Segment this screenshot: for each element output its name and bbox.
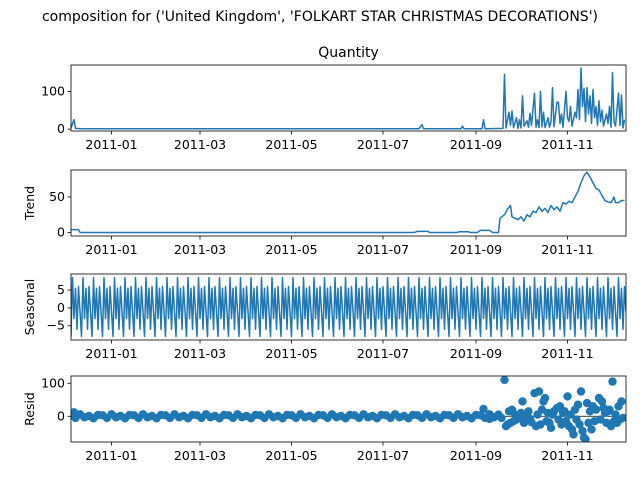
axes-frame-trend: [70, 169, 627, 237]
x-tick-label: 2011-03: [174, 346, 226, 361]
resid-point: [540, 393, 550, 403]
resid-point: [485, 414, 494, 424]
resid-point: [479, 404, 488, 414]
resid-point: [497, 413, 506, 423]
x-tick-label: 2011-07: [357, 242, 409, 257]
x-tick-label: 2011-11: [541, 448, 593, 463]
resid-point: [500, 376, 509, 385]
resid-point: [576, 387, 586, 396]
x-tick-label: 2011-05: [265, 346, 317, 361]
resid-point: [578, 426, 587, 436]
y-tick-label: 100: [41, 83, 65, 98]
x-tick-label: 2011-05: [265, 242, 317, 257]
x-tick-label: 2011-09: [450, 242, 502, 257]
y-axis-label-seasonal: Seasonal: [22, 279, 37, 336]
x-tick-label: 2011-05: [265, 137, 317, 152]
resid-point: [581, 435, 590, 442]
resid-point: [534, 387, 544, 396]
plot-area-seasonal: [71, 276, 626, 338]
x-tick-label: 2011-01: [85, 448, 137, 463]
axes-frame-observed: [70, 64, 627, 132]
x-tick-label: 2011-07: [357, 448, 409, 463]
series-line-observed: [71, 67, 626, 130]
resid-point: [71, 408, 79, 417]
axes-frame-seasonal: [70, 273, 627, 341]
y-axis-label-trend: Trend: [22, 186, 37, 221]
resid-point: [608, 377, 617, 386]
x-tick-label: 2011-01: [85, 137, 137, 152]
resid-point: [597, 397, 607, 406]
panel-observed: 0 100 2011-01 2011-03 2011-05 2011-07 2011-09 2…: [41, 45, 627, 152]
panel-title-observed: Quantity: [318, 45, 379, 61]
x-tick-label: 2011-03: [174, 137, 226, 152]
chart-suptitle: composition for ('United Kingdom', 'FOLK…: [42, 9, 598, 25]
resid-point: [591, 405, 601, 414]
x-tick-label: 2011-01: [85, 242, 137, 257]
x-tick-label: 2011-03: [174, 242, 226, 257]
x-tick-label: 2011-11: [541, 242, 593, 257]
y-tick-label: −5: [47, 318, 65, 333]
x-tick-label: 2011-05: [265, 448, 317, 463]
resid-point: [569, 430, 578, 439]
series-line-trend: [71, 171, 625, 234]
resid-point: [587, 425, 596, 434]
y-tick-label: 0: [57, 300, 65, 315]
y-tick-label: 0: [57, 121, 65, 136]
resid-point: [573, 400, 583, 409]
y-tick-label: 5: [57, 282, 65, 297]
plot-area-resid: [71, 376, 626, 442]
resid-point: [618, 413, 626, 423]
plot-area-trend: [71, 171, 625, 234]
resid-point: [605, 405, 614, 414]
resid-point: [575, 420, 584, 429]
y-tick-label: 0: [57, 224, 65, 239]
resid-point: [563, 392, 572, 401]
resid-point: [617, 397, 626, 406]
y-tick-label: 100: [41, 375, 65, 390]
x-tick-label: 2011-11: [541, 346, 593, 361]
panel-trend: 0 50 2011-01 2011-03 2011-05 2011-07 2011-09 20…: [22, 169, 627, 257]
resid-point: [518, 397, 527, 406]
x-tick-label: 2011-09: [450, 346, 502, 361]
x-tick-label: 2011-07: [357, 137, 409, 152]
x-tick-label: 2011-03: [174, 448, 226, 463]
x-tick-label: 2011-09: [450, 448, 502, 463]
plot-area-observed: [71, 67, 626, 130]
y-tick-label: 50: [49, 189, 65, 204]
x-tick-label: 2011-11: [541, 137, 593, 152]
panel-resid: 0 100 2011-01 2011-03 2011-05 2011-07 2011-09 2…: [22, 375, 627, 463]
x-tick-label: 2011-07: [357, 346, 409, 361]
x-tick-label: 2011-01: [85, 346, 137, 361]
series-line-seasonal: [71, 276, 626, 338]
x-tick-label: 2011-09: [450, 137, 502, 152]
panel-seasonal: −5 0 5 2011-01 2011-03 2011-05 2011-07 2011-09 2…: [22, 273, 627, 361]
axes-frame-resid: [70, 375, 627, 443]
y-axis-label-resid: Resid: [22, 392, 37, 426]
resid-point: [524, 407, 533, 416]
y-tick-label: 0: [57, 408, 65, 423]
resid-point: [546, 423, 556, 433]
